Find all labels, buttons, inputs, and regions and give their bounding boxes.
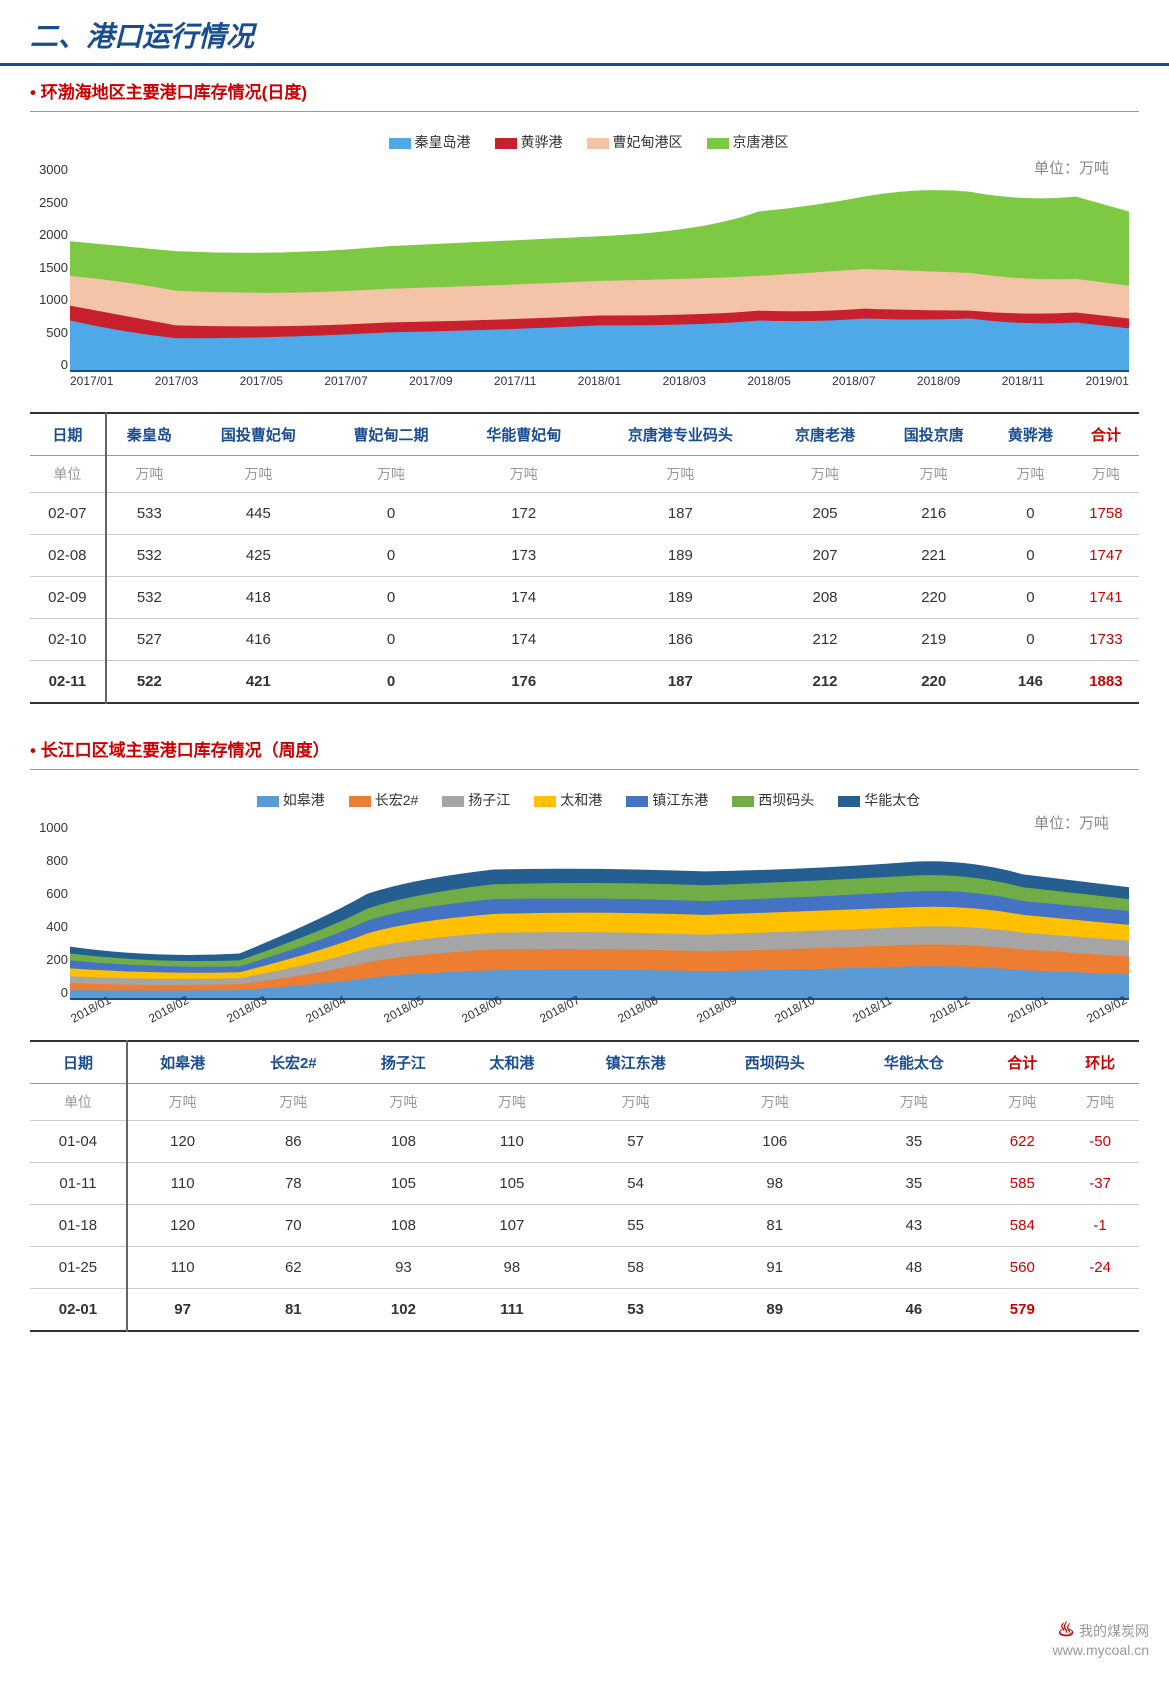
chart1-yaxis: 300025002000150010005000 xyxy=(30,162,68,372)
chart1-legend: 秦皇岛港黄骅港曹妃甸港区京唐港区 xyxy=(30,127,1139,162)
chart1-svg xyxy=(70,162,1129,370)
chart1-xaxis: 2017/012017/032017/052017/072017/092017/… xyxy=(70,374,1129,392)
chart1-container: 秦皇岛港黄骅港曹妃甸港区京唐港区 单位：万吨 30002500200015001… xyxy=(0,112,1169,397)
chart2-container: 如皋港长宏2#扬子江太和港镇江东港西坝码头华能太仓 单位：万吨 10008006… xyxy=(0,770,1169,1025)
table1: 日期秦皇岛国投曹妃甸曹妃甸二期华能曹妃甸京唐港专业码头京唐老港国投京唐黄骅港合计… xyxy=(30,412,1139,704)
watermark: ♨ 我的煤炭网 www.mycoal.cn xyxy=(1053,1617,1149,1658)
chart2-svg xyxy=(70,820,1129,998)
page-title: 二、港口运行情况 xyxy=(30,15,1139,55)
watermark-logo-icon: ♨ xyxy=(1057,1619,1075,1641)
table2: 日期如皋港长宏2#扬子江太和港镇江东港西坝码头华能太仓合计环比单位万吨万吨万吨万… xyxy=(30,1040,1139,1332)
chart1-plot xyxy=(70,162,1129,372)
chart2: 10008006004002000 2018/012018/022018/032… xyxy=(70,820,1129,1020)
page-header: 二、港口运行情况 xyxy=(0,0,1169,66)
section2-title: 长江口区域主要港口库存情况（周度） xyxy=(0,724,1169,769)
chart2-plot xyxy=(70,820,1129,1000)
chart2-legend: 如皋港长宏2#扬子江太和港镇江东港西坝码头华能太仓 xyxy=(30,785,1139,820)
chart2-xaxis: 2018/012018/022018/032018/042018/052018/… xyxy=(70,1002,1129,1020)
chart2-yaxis: 10008006004002000 xyxy=(30,820,68,1000)
chart1: 300025002000150010005000 2017/012017/032… xyxy=(70,162,1129,392)
section1-title: 环渤海地区主要港口库存情况(日度) xyxy=(0,66,1169,111)
